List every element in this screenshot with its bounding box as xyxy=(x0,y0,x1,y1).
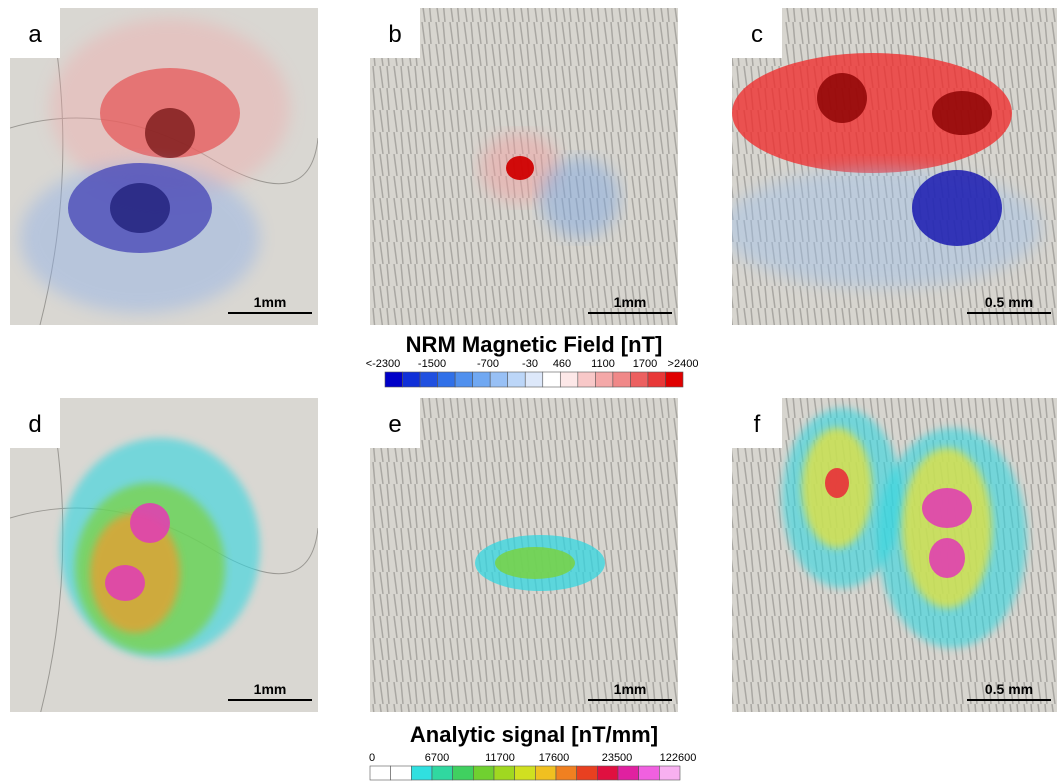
colorbar-cell xyxy=(494,766,515,780)
colorbar-cell xyxy=(508,372,526,387)
panel-label: f xyxy=(754,411,761,438)
colorbar-cell xyxy=(420,372,438,387)
anomaly xyxy=(130,503,170,543)
colorbar-cell xyxy=(639,766,660,780)
colorbar-cell xyxy=(473,372,491,387)
colorbar-cell xyxy=(659,766,680,780)
colorbar-cell xyxy=(370,766,391,780)
colorbar-label: 460 xyxy=(553,358,571,370)
colorbar-label: -700 xyxy=(477,358,499,370)
panel-label: c xyxy=(751,21,763,48)
anomaly xyxy=(110,183,170,233)
colorbar-label: 23500 xyxy=(602,752,633,764)
anomaly xyxy=(105,565,145,601)
colorbar-cell xyxy=(411,766,432,780)
colorbar-cell xyxy=(391,766,412,780)
colorbar-cell xyxy=(618,766,639,780)
colorbar-cell xyxy=(543,372,561,387)
colorbar-cell xyxy=(403,372,421,387)
colorbar-cell xyxy=(438,372,456,387)
panel: f 0.5 mm xyxy=(732,398,1057,712)
colorbar-cell xyxy=(595,372,613,387)
colorbar-label: >2400 xyxy=(668,358,699,370)
colorbar-cell xyxy=(560,372,578,387)
scale-bar-label: 0.5 mm xyxy=(985,681,1033,697)
colorbar-cell xyxy=(473,766,494,780)
colorbar-label: 11700 xyxy=(485,752,515,764)
panel-label: a xyxy=(28,21,42,48)
colorbar-cell xyxy=(453,766,474,780)
colorbar-cell xyxy=(577,766,598,780)
anomaly xyxy=(912,170,1002,246)
panel: c 0.5 mm xyxy=(722,8,1057,325)
anomaly xyxy=(825,468,849,498)
colorbar-label: -1500 xyxy=(418,358,446,370)
scale-bar-label: 0.5 mm xyxy=(985,294,1033,310)
colorbar-cell xyxy=(535,766,556,780)
anomaly xyxy=(817,73,867,123)
anomaly xyxy=(922,488,972,528)
panel-label: e xyxy=(388,411,401,438)
figure: a 1mm b 1mm c 0.5 mm d 1mm e 1mm f 0.5 mm NRM Magne… xyxy=(0,0,1059,784)
scale-bar-label: 1mm xyxy=(254,681,287,697)
colorbar-cell xyxy=(630,372,648,387)
colorbar-cell xyxy=(490,372,508,387)
colorbar-label: 1700 xyxy=(633,358,657,370)
colorbar-label: 6700 xyxy=(425,752,449,764)
panel-label: d xyxy=(28,411,41,438)
anomaly xyxy=(506,156,534,180)
colorbar-cell xyxy=(597,766,618,780)
colorbar-title: Analytic signal [nT/mm] xyxy=(410,722,658,747)
colorbar-cell xyxy=(515,766,536,780)
colorbar-title: NRM Magnetic Field [nT] xyxy=(406,332,663,357)
colorbar-cell xyxy=(556,766,577,780)
anomaly xyxy=(495,547,575,579)
panel: a 1mm xyxy=(10,8,318,325)
anomaly xyxy=(540,158,620,238)
panel: d 1mm xyxy=(10,398,318,715)
colorbar-cell xyxy=(578,372,596,387)
colorbar-cell xyxy=(648,372,666,387)
colorbar-label: 122600 xyxy=(660,752,697,764)
scale-bar-label: 1mm xyxy=(614,294,647,310)
colorbar-cell xyxy=(665,372,683,387)
panel-label: b xyxy=(388,21,401,48)
colorbar-cell xyxy=(385,372,403,387)
colorbar-label: 0 xyxy=(369,752,375,764)
colorbar-cell xyxy=(613,372,631,387)
colorbar-label: 17600 xyxy=(539,752,570,764)
panel: e 1mm xyxy=(370,398,678,712)
anomaly xyxy=(929,538,965,578)
colorbar-label: 1100 xyxy=(591,358,615,370)
colorbar-cell xyxy=(455,372,473,387)
colorbar-label: -30 xyxy=(522,358,538,370)
colorbar-cell xyxy=(432,766,453,780)
scale-bar-label: 1mm xyxy=(614,681,647,697)
scale-bar-label: 1mm xyxy=(254,294,287,310)
anomaly xyxy=(932,91,992,135)
colorbar-cell xyxy=(525,372,543,387)
anomaly xyxy=(145,108,195,158)
colorbar-label: <-2300 xyxy=(366,358,401,370)
panel: b 1mm xyxy=(370,8,678,325)
